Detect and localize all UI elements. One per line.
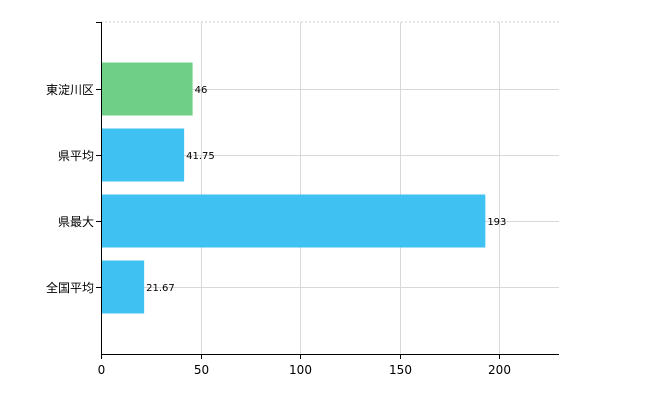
bars: [102, 62, 486, 314]
x-tick-label: 150: [389, 363, 412, 377]
category-label: 全国平均: [46, 280, 94, 295]
axes: [96, 22, 559, 359]
x-tick-label: 100: [289, 363, 312, 377]
category-label: 東淀川区: [46, 83, 94, 97]
x-tick-label: 200: [488, 363, 511, 377]
x-tick-label: 50: [194, 363, 209, 377]
bar: [102, 62, 193, 116]
bar: [102, 260, 145, 314]
category-label: 県最大: [58, 215, 94, 229]
data-label: 21.67: [146, 283, 175, 294]
category-label: 県平均: [58, 149, 94, 163]
bar: [102, 194, 486, 248]
x-tick-label: 0: [98, 363, 106, 377]
data-label: 46: [195, 85, 208, 96]
data-label: 41.75: [186, 151, 215, 162]
data-label: 193: [487, 217, 506, 228]
bar: [102, 128, 185, 182]
